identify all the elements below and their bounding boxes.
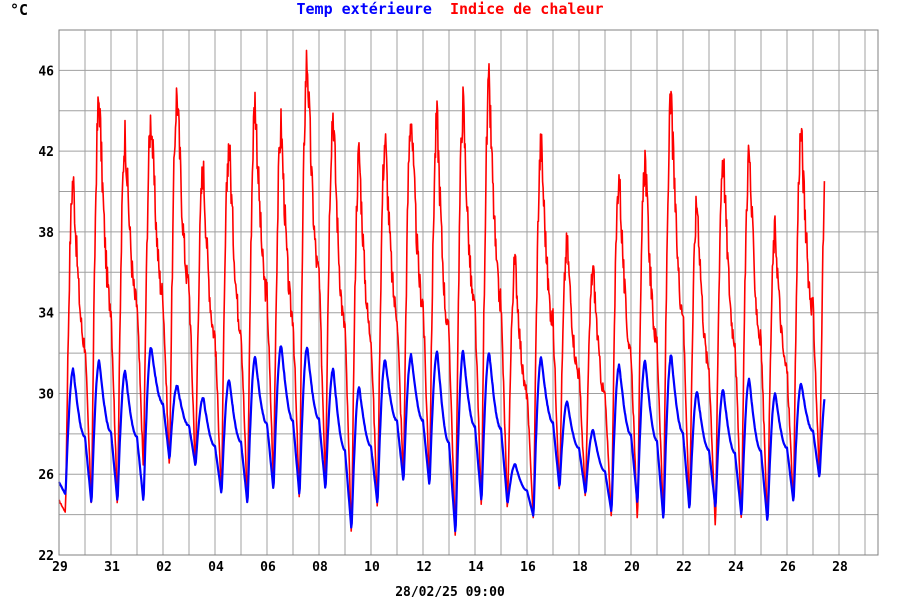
y-tick-label: 42 <box>38 145 54 160</box>
x-tick-label: 10 <box>364 560 380 575</box>
series-line-temp-exterieure <box>58 345 826 533</box>
plot-frame <box>58 29 879 556</box>
x-tick-label: 31 <box>104 560 120 575</box>
legend-temp-exterieure: Temp extérieure <box>296 0 431 18</box>
legend-indice-chaleur: Indice de chaleur <box>450 0 604 18</box>
x-tick-label: 12 <box>416 560 432 575</box>
x-tick-label: 06 <box>260 560 276 575</box>
timestamp-footer: 28/02/25 09:00 <box>395 585 505 600</box>
x-tick-label: 20 <box>624 560 640 575</box>
y-tick-label: 22 <box>38 549 54 564</box>
x-tick-label: 26 <box>780 560 796 575</box>
y-axis-ticks: 22 26 30 34 38 42 46 <box>38 64 54 564</box>
x-tick-label: 28 <box>832 560 848 575</box>
chart-title: Temp extérieure Indice de chaleur <box>296 0 603 18</box>
x-axis-ticks: 29 31 02 04 06 08 10 12 14 16 18 20 22 24 26 28 <box>52 560 848 575</box>
x-tick-label: 24 <box>728 560 744 575</box>
y-tick-label: 26 <box>38 468 54 483</box>
x-tick-label: 22 <box>676 560 692 575</box>
series-line-indice-de-chaleur <box>58 49 826 536</box>
unit-label: °C <box>10 1 28 19</box>
y-tick-label: 34 <box>38 307 54 322</box>
x-tick-label: 16 <box>520 560 536 575</box>
x-tick-label: 02 <box>156 560 172 575</box>
x-tick-label: 18 <box>572 560 588 575</box>
x-tick-label: 29 <box>52 560 68 575</box>
y-tick-label: 38 <box>38 226 54 241</box>
x-tick-label: 08 <box>312 560 328 575</box>
x-tick-label: 14 <box>468 560 484 575</box>
y-tick-label: 30 <box>38 387 54 402</box>
y-tick-label: 46 <box>38 64 54 79</box>
x-tick-label: 04 <box>208 560 224 575</box>
